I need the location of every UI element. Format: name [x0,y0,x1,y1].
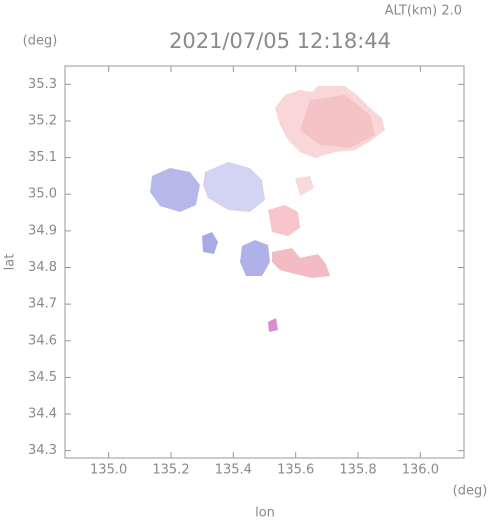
y-tick-label: 34.4 [28,407,57,422]
x-axis-label: lon [255,506,275,521]
y-tick-label: 34.8 [28,260,57,275]
y-tick-label: 34.3 [28,443,57,458]
x-tick-label: 135.2 [152,463,189,478]
y-tick-label: 35.3 [28,77,57,92]
x-unit: (deg) [453,484,488,499]
y-tick-label: 35.1 [28,150,57,165]
y-axis-label: lat [3,254,18,271]
y-tick-label: 34.9 [28,223,57,238]
y-tick-label: 34.6 [28,333,57,348]
plot-frame [64,65,465,459]
x-tick-label: 135.4 [215,463,252,478]
y-tick-label: 35.2 [28,113,57,128]
y-unit: (deg) [23,34,58,49]
x-tick-label: 135.6 [277,463,314,478]
echo-field [150,86,385,332]
y-tick-label: 34.7 [28,297,57,312]
x-tick-label: 136.0 [402,463,439,478]
y-tick-label: 35.0 [28,187,57,202]
x-tick-label: 135.8 [339,463,376,478]
chart-title: 2021/07/05 12:18:44 [169,29,391,53]
x-tick-label: 135.0 [90,463,127,478]
altitude-label: ALT(km) 2.0 [385,4,462,19]
y-tick-label: 34.5 [28,370,57,385]
